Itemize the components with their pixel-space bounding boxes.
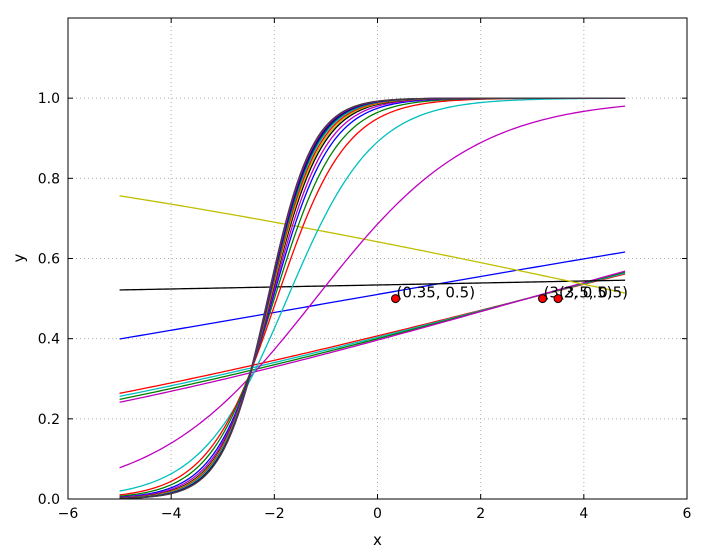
series-line-5 [119,251,626,340]
x-axis-label: x [373,531,382,549]
x-tick-label: 0 [373,506,382,522]
series-line-8 [119,105,626,469]
x-tick-label: −2 [264,506,285,522]
points-layer: (0.35, 0.5) (3.2, 0.5)(3.5, 0.5) [391,284,628,304]
x-tick-label: 6 [683,506,692,522]
data-point-1 [391,294,401,304]
point-annotation-3: (3.5, 0.5) [559,284,628,302]
series-line-22 [119,97,626,500]
x-tick-label: 4 [579,506,588,522]
series-line-6 [119,279,626,291]
y-tick-label: 1.0 [38,91,60,107]
data-point-2 [538,294,548,304]
x-tick-label: −6 [58,506,79,522]
y-tick-label: 0.6 [38,252,60,268]
data-point-3 [553,294,563,304]
x-tick-label: 2 [476,506,485,522]
ticks-layer: −6 −4 −2 0 2 4 6 0.0 0.2 0.4 0.6 0.8 1.0 [38,18,692,522]
y-axis-label: y [10,253,28,262]
series-line-7 [119,195,626,294]
point-annotation-1: (0.35, 0.5) [397,284,476,302]
x-tick-label: −4 [161,506,182,522]
y-tick-label: 0.0 [38,492,60,508]
series-layer [119,97,626,500]
y-tick-label: 0.2 [38,412,60,428]
y-tick-label: 0.4 [38,332,60,348]
y-tick-label: 0.8 [38,171,60,187]
series-line-9 [119,97,626,492]
